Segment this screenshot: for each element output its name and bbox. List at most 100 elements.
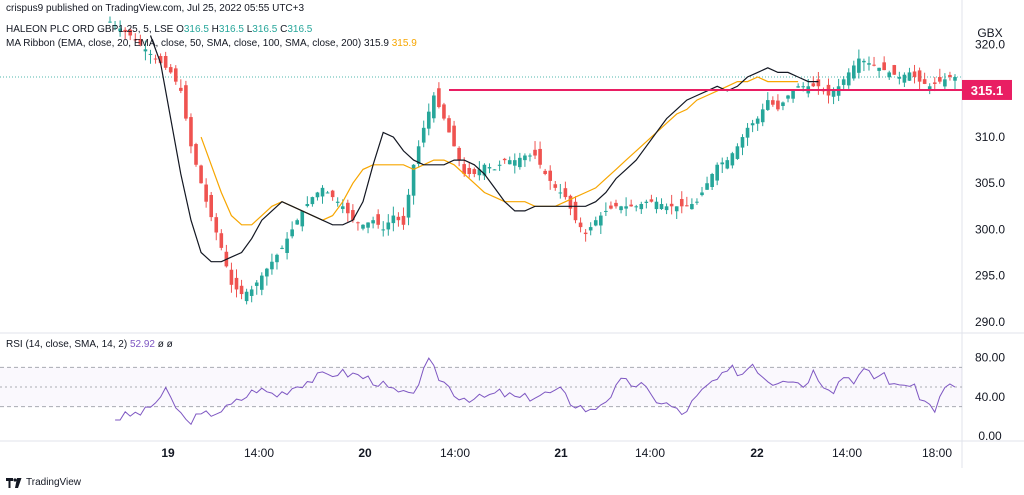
brand-name: TradingView xyxy=(26,477,82,488)
candle-body xyxy=(452,125,456,147)
high-label: H xyxy=(211,24,219,35)
candle xyxy=(588,222,593,236)
candle xyxy=(745,123,750,146)
candle xyxy=(452,120,456,147)
candle xyxy=(604,202,608,216)
candle xyxy=(239,279,244,300)
candle xyxy=(912,64,917,84)
candle-body xyxy=(644,201,649,203)
candle-body xyxy=(477,169,482,176)
candle-body xyxy=(578,222,583,228)
candle xyxy=(305,196,310,208)
candle-body xyxy=(614,202,618,207)
candle-body xyxy=(811,83,816,87)
candle xyxy=(528,153,532,162)
ma-ribbon-legend: MA Ribbon (EMA, close, 20, EMA, close, 5… xyxy=(6,38,417,49)
candle-body xyxy=(887,72,892,78)
candle-body xyxy=(416,146,421,164)
candle xyxy=(705,176,709,190)
candle xyxy=(437,82,441,109)
candle xyxy=(533,141,537,160)
candle xyxy=(133,33,138,42)
candle-body xyxy=(310,197,315,205)
price-tick-label: 290.0 xyxy=(975,315,1005,329)
candle xyxy=(852,60,856,81)
candle xyxy=(371,216,375,229)
candle xyxy=(938,68,942,84)
candle-body xyxy=(179,87,183,91)
candle-body xyxy=(381,229,386,231)
tradingview-logo-icon xyxy=(6,477,22,488)
candle xyxy=(275,253,279,270)
candle-body xyxy=(492,169,497,171)
candle-body xyxy=(857,58,861,73)
candle-body xyxy=(649,199,654,202)
candle xyxy=(948,71,952,81)
candle-body xyxy=(953,77,957,81)
candle xyxy=(634,204,639,212)
candle-body xyxy=(765,100,770,110)
candle xyxy=(593,216,598,227)
low-value: 316.5 xyxy=(252,24,278,35)
candle-body xyxy=(113,25,117,27)
candle xyxy=(163,51,168,70)
time-tick-label: 20 xyxy=(358,446,372,460)
candle xyxy=(548,165,553,190)
candle xyxy=(619,205,623,214)
candle-body xyxy=(254,282,259,286)
footer-brand[interactable]: TradingView xyxy=(6,477,81,488)
candle-body xyxy=(239,285,244,295)
rsi-legend: RSI (14, close, SMA, 14, 2) 52.92 ø ø xyxy=(6,339,173,350)
candle-body xyxy=(168,67,173,73)
candle xyxy=(700,186,704,197)
candle-body xyxy=(290,229,294,237)
time-tick-label: 18:00 xyxy=(922,446,952,460)
candle-body xyxy=(133,39,138,41)
ema20-line xyxy=(149,35,819,263)
candle xyxy=(826,78,831,104)
candle-body xyxy=(447,118,451,133)
candle xyxy=(366,222,370,234)
candle xyxy=(426,103,431,136)
candle xyxy=(173,65,178,85)
candle xyxy=(730,151,735,169)
candle xyxy=(750,119,755,133)
candle xyxy=(558,183,563,199)
candle xyxy=(846,68,851,89)
candle-body xyxy=(902,74,907,83)
candle xyxy=(265,267,269,286)
candle xyxy=(917,67,922,90)
candle-body xyxy=(654,201,659,210)
candle-body xyxy=(872,64,876,66)
candle-body xyxy=(346,202,350,214)
currency-label: GBX xyxy=(977,26,1002,40)
candle xyxy=(411,164,416,205)
candle xyxy=(472,167,477,178)
resistance-label-bg xyxy=(962,79,1012,100)
candle-body xyxy=(624,206,628,209)
candle-body xyxy=(108,21,112,23)
candle-body xyxy=(325,192,330,194)
candle xyxy=(639,201,644,214)
candle-body xyxy=(609,205,613,209)
price-tick-label: 305.0 xyxy=(975,176,1005,190)
candle-body xyxy=(831,90,836,97)
candle xyxy=(882,56,886,71)
candle xyxy=(740,134,745,156)
candle-body xyxy=(320,187,325,197)
candle-body xyxy=(705,183,709,190)
candle-body xyxy=(583,232,588,235)
candle xyxy=(199,164,203,184)
candle xyxy=(259,272,264,296)
candle-body xyxy=(548,170,553,181)
publisher-line: crispus9 published on TradingView.com, J… xyxy=(6,3,305,14)
candle-body xyxy=(619,206,623,211)
candle xyxy=(361,224,365,231)
candle xyxy=(432,92,436,123)
time-tick-label: 14:00 xyxy=(832,446,862,460)
open-label: O xyxy=(176,24,184,35)
candle-body xyxy=(634,206,639,208)
candle-body xyxy=(568,195,573,209)
candle xyxy=(902,72,907,88)
